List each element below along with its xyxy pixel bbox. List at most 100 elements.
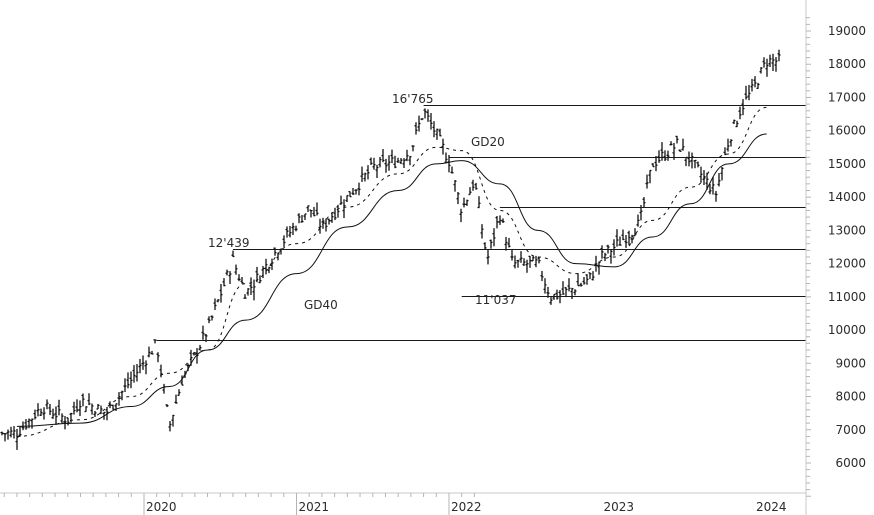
ohlc-bar xyxy=(393,155,397,169)
ohlc-bar xyxy=(21,421,25,431)
ohlc-bar xyxy=(210,315,214,321)
ohlc-bar xyxy=(624,235,628,248)
ohlc-bar xyxy=(645,174,649,189)
ohlc-bar xyxy=(192,352,196,356)
ohlc-bar xyxy=(489,239,493,249)
horizontal-levels xyxy=(156,105,806,341)
ohlc-bar xyxy=(573,289,577,296)
ohlc-bar xyxy=(423,108,427,119)
ohlc-bar xyxy=(654,155,658,172)
ohlc-bar xyxy=(354,189,358,195)
ohlc-bar xyxy=(84,406,88,413)
ohlc-bar xyxy=(273,247,277,256)
ohlc-bar xyxy=(213,298,217,311)
ohlc-bar xyxy=(627,230,631,246)
ohlc-bar xyxy=(534,255,538,268)
ohlc-bar xyxy=(771,53,775,72)
y-tick-label: 15000 xyxy=(828,157,866,171)
ohlc-bar xyxy=(501,218,505,223)
y-tick-label: 6000 xyxy=(835,456,866,470)
y-tick-label: 8000 xyxy=(835,390,866,404)
ohlc-bar xyxy=(561,281,565,295)
ohlc-bar xyxy=(762,57,766,68)
ohlc-bar xyxy=(411,145,415,152)
ohlc-bar xyxy=(72,401,76,415)
ohlc-bar xyxy=(585,274,589,285)
ohlc-bar xyxy=(693,159,697,169)
ohlc-bar xyxy=(237,274,241,282)
ohlc-bar xyxy=(399,158,403,165)
ohlc-bar xyxy=(648,169,652,184)
ohlc-bar xyxy=(441,138,445,155)
ohlc-bar xyxy=(270,258,274,270)
ohlc-bar xyxy=(132,365,136,383)
ohlc-bar xyxy=(228,271,232,285)
ohlc-bar xyxy=(618,236,622,246)
ohlc-bar xyxy=(468,187,472,196)
ohlc-bar xyxy=(402,158,406,168)
ohlc-bar xyxy=(768,54,772,67)
ohlc-bar xyxy=(537,257,541,264)
ohlc-bar xyxy=(114,403,118,412)
ohlc-bar xyxy=(123,378,127,392)
ohlc-bar xyxy=(138,358,142,374)
ohlc-bar xyxy=(369,157,373,165)
ohlc-bar xyxy=(180,375,184,386)
ohlc-bar xyxy=(387,155,391,171)
ohlc-bar xyxy=(225,269,229,276)
y-tick-label: 10000 xyxy=(828,323,866,337)
ohlc-bar xyxy=(426,109,430,122)
ohlc-bar xyxy=(294,225,298,232)
ohlc-bar xyxy=(375,164,379,179)
ohlc-bar xyxy=(240,276,244,284)
ohlc-bar xyxy=(201,325,205,340)
ohlc-bar xyxy=(345,194,349,203)
ma-label: GD40 xyxy=(304,298,338,312)
ohlc-bar xyxy=(153,339,157,344)
ma-label: GD20 xyxy=(471,135,505,149)
ohlc-bar xyxy=(612,239,616,256)
y-tick-label: 11000 xyxy=(828,290,866,304)
ohlc-bar xyxy=(36,403,40,417)
ohlc-bar xyxy=(753,76,757,88)
ohlc-bar xyxy=(162,383,166,394)
ohlc-bar xyxy=(726,138,730,152)
ohlc-bar xyxy=(708,183,712,195)
ohlc-bar xyxy=(57,399,61,416)
ohlc-bar xyxy=(267,266,271,274)
ohlc-bar xyxy=(111,404,115,410)
level-label: 16'765 xyxy=(392,92,433,106)
ohlc-bar xyxy=(126,372,130,389)
ohlc-bar xyxy=(156,352,160,363)
ohlc-bar xyxy=(243,294,247,299)
ohlc-bar xyxy=(198,344,202,351)
ohlc-bar xyxy=(144,360,148,375)
ohlc-bar xyxy=(222,278,226,287)
ohlc-bar xyxy=(405,149,409,162)
ohlc-bar xyxy=(582,276,586,285)
ohlc-bar xyxy=(687,151,691,167)
plot-area xyxy=(0,49,781,450)
ohlc-bar xyxy=(396,157,400,163)
ohlc-bar xyxy=(603,252,607,262)
ohlc-bar xyxy=(729,139,733,147)
ohlc-bar xyxy=(0,431,4,436)
ohlc-bar xyxy=(732,119,736,125)
ohlc-bar xyxy=(330,212,334,223)
ohlc-bar xyxy=(69,412,73,423)
ohlc-bar xyxy=(75,399,79,413)
ohlc-bar xyxy=(177,389,181,396)
ohlc-bar xyxy=(756,82,760,90)
ohlc-bar xyxy=(681,138,685,151)
ohlc-bar xyxy=(15,428,19,450)
ohlc-bar xyxy=(246,288,250,296)
ohlc-bar xyxy=(567,278,571,292)
annotations: 16'765 12'439 11'037 GD20 GD40 xyxy=(208,92,516,312)
x-tick-label: 2020 xyxy=(146,500,177,514)
ohlc-bar xyxy=(348,190,352,198)
x-tick-label: 2021 xyxy=(299,500,330,514)
ohlc-bar xyxy=(738,106,742,120)
y-tick-label: 19000 xyxy=(828,24,866,38)
ohlc-bar xyxy=(141,355,145,370)
x-tick-label: 2024 xyxy=(756,500,787,514)
